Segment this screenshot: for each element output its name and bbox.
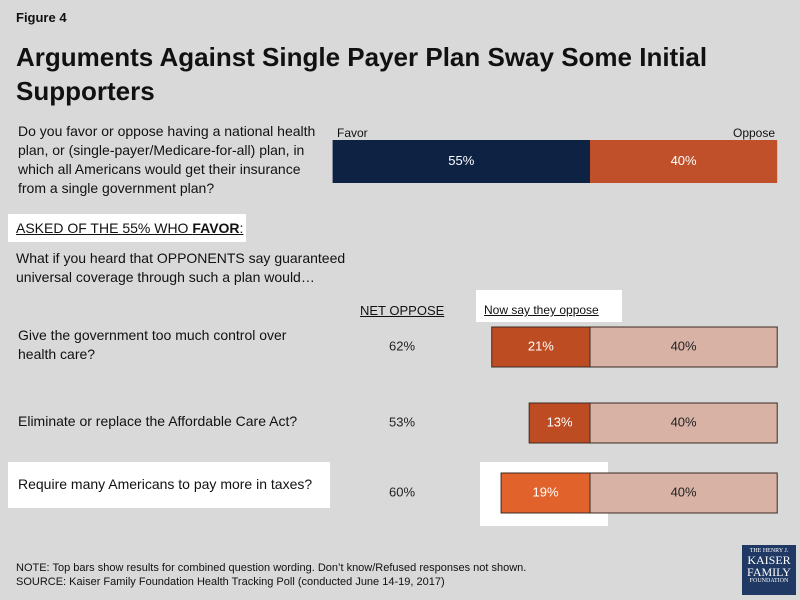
logo-line: THE HENRY J. [749, 548, 789, 554]
bar [491, 326, 591, 368]
logo-line: KAISER [747, 553, 791, 567]
value-label: 40% [671, 153, 697, 168]
value-label: 55% [448, 153, 474, 168]
net-oppose-label: 53% [389, 414, 415, 429]
net-oppose-label: 60% [389, 484, 415, 499]
legend-oppose: Oppose [733, 126, 776, 140]
subgroup-emphasis: FAVOR [192, 220, 240, 236]
subgroup-text: : [239, 220, 244, 236]
category-label: Eliminate or replace the Affordable Care… [18, 413, 298, 429]
value-label: 13% [547, 414, 573, 429]
net-oppose-label: 62% [389, 338, 415, 353]
logo-line: FAMILY [747, 565, 791, 579]
value-label: 40% [671, 414, 697, 429]
bar [589, 326, 778, 368]
legend-favor: Favor [337, 126, 368, 140]
net-oppose-header: NET OPPOSE [360, 303, 445, 318]
value-label: 21% [528, 338, 554, 353]
logo-line: FOUNDATION [749, 578, 789, 584]
value-label: 40% [671, 484, 697, 499]
bar [589, 472, 778, 514]
subgroup-text: ASKED OF THE 55% WHO [16, 220, 193, 236]
bar [500, 472, 591, 514]
subgroup-label: ASKED OF THE 55% WHO FAVOR: [16, 219, 243, 238]
highlight-box [8, 462, 330, 508]
question: Do you favor or oppose having a national… [18, 123, 316, 196]
highlight-box [476, 290, 622, 322]
value-label: 40% [671, 338, 697, 353]
title: Arguments Against Single Payer Plan Sway… [16, 42, 708, 106]
note: NOTE: Top bars show results for combined… [16, 562, 527, 574]
figure-label: Figure 4 [16, 10, 67, 25]
category-label: Require many Americans to pay more in ta… [18, 476, 313, 492]
bar [332, 140, 590, 183]
bar [590, 140, 778, 183]
category-label: Give the government too much control ove… [18, 327, 287, 362]
bar [589, 402, 778, 444]
prompt: What if you heard that OPPONENTS say gua… [16, 250, 346, 285]
value-label: 19% [533, 484, 559, 499]
bar [528, 402, 591, 444]
source: SOURCE: Kaiser Family Foundation Health … [16, 576, 445, 588]
series-header: Now say they oppose [484, 303, 599, 317]
highlight-box [8, 214, 246, 242]
logo: THE HENRY J. KAISER FAMILY FOUNDATION [742, 545, 796, 595]
